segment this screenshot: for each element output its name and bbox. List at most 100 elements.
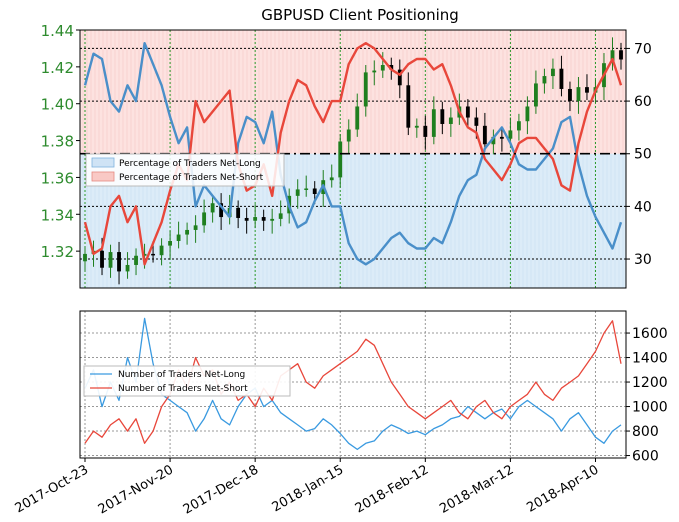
legend-label-net-long: Percentage of Traders Net-Long — [119, 159, 261, 169]
price-candle — [431, 96, 436, 145]
price-tick-label: 1.38 — [41, 133, 74, 151]
candle-body — [389, 65, 394, 70]
date-tick-label: 2018-Apr-10 — [524, 462, 601, 515]
candle-body — [185, 229, 190, 235]
price-candles — [83, 37, 623, 285]
candle-body — [499, 136, 504, 139]
candle-body — [125, 264, 130, 272]
price-candle — [559, 55, 564, 97]
candle-body — [508, 130, 513, 139]
price-candle — [551, 58, 555, 89]
price-candle — [423, 115, 428, 150]
candle-body — [431, 109, 436, 137]
price-candle — [491, 129, 496, 155]
candle-body — [253, 217, 258, 221]
price-tick-label: 1.40 — [41, 96, 74, 114]
price-candle — [380, 52, 385, 78]
price-candle — [525, 96, 530, 135]
price-candle — [610, 37, 615, 71]
price-tick-label: 1.34 — [41, 206, 74, 224]
candle-body — [108, 252, 113, 268]
candle-body — [474, 117, 479, 126]
date-tick-label: 2017-Dec-18 — [181, 462, 261, 517]
price-candle — [534, 70, 538, 114]
price-candle — [244, 207, 249, 234]
candle-body — [117, 252, 121, 272]
percentage-tick-label: 30 — [634, 252, 652, 268]
candle-body — [542, 76, 547, 84]
count-tick-label: 600 — [632, 449, 659, 465]
candle-body — [482, 125, 487, 145]
candle-body — [414, 125, 419, 128]
price-candle — [83, 246, 87, 272]
candle-body — [219, 203, 224, 218]
price-tick-label: 1.36 — [41, 169, 74, 187]
count-tick-label: 1400 — [632, 351, 668, 367]
candle-body — [168, 241, 172, 246]
candle-body — [151, 253, 155, 256]
legend-swatch-net-long — [91, 157, 115, 168]
price-candle — [440, 101, 445, 135]
candle-body — [551, 68, 555, 77]
price-candle — [499, 126, 504, 152]
candle-body — [397, 69, 402, 86]
price-candle — [619, 42, 623, 70]
candle-body — [525, 106, 530, 122]
candle-body — [202, 212, 207, 226]
price-candle — [134, 248, 138, 276]
candle-body — [244, 217, 249, 221]
price-candle — [542, 68, 547, 94]
candle-body — [355, 106, 360, 130]
candle-body — [304, 188, 309, 190]
candle-body — [261, 217, 266, 221]
candle-body — [278, 213, 283, 219]
date-tick-label: 2017-Nov-20 — [96, 462, 176, 517]
legend-label-net-short-count: Number of Traders Net-Short — [118, 384, 248, 394]
price-candle — [125, 252, 130, 279]
top-panel-frame — [79, 29, 627, 289]
candle-body — [134, 255, 138, 265]
price-candle — [363, 65, 368, 117]
price-candle — [568, 81, 572, 112]
candle-body — [193, 225, 198, 230]
percentage-tick-label: 40 — [634, 199, 652, 215]
price-candle — [219, 193, 224, 230]
price-axis: 1.32 1.34 1.36 1.38 1.40 1.42 1.44 — [41, 22, 80, 261]
candle-body — [142, 253, 147, 256]
price-tick-label: 1.32 — [41, 243, 74, 261]
date-tick-label: 2018-Jan-15 — [270, 462, 347, 515]
price-candle — [406, 72, 411, 136]
price-candle — [193, 215, 198, 243]
percentage-axis: 30 40 50 60 70 — [626, 41, 652, 268]
candle-body — [448, 117, 453, 124]
candle-body — [159, 245, 164, 256]
price-candle — [176, 221, 181, 249]
candle-body — [559, 68, 564, 89]
price-candle — [576, 76, 581, 114]
price-tick-label: 1.44 — [41, 22, 74, 40]
date-tick-label: 2018-Mar-12 — [437, 462, 516, 516]
price-candle — [108, 244, 113, 278]
candle-body — [295, 189, 300, 196]
price-candle — [168, 230, 172, 259]
candle-body — [406, 85, 411, 128]
candle-body — [465, 106, 470, 118]
price-candle — [465, 99, 470, 128]
candle-body — [338, 141, 343, 178]
count-tick-label: 1600 — [632, 326, 668, 342]
price-candle — [414, 118, 419, 138]
price-candle — [261, 209, 266, 231]
price-candle — [372, 60, 377, 86]
date-tick-label: 2018-Feb-12 — [353, 462, 432, 516]
chart-title: GBPUSD Client Positioning — [261, 6, 459, 24]
price-candle — [516, 113, 521, 141]
price-candle — [117, 241, 121, 285]
date-tick-label: 2017-Oct-23 — [13, 462, 91, 516]
price-candle — [253, 204, 258, 229]
candle-body — [176, 234, 181, 242]
candle-body — [83, 253, 87, 262]
price-candle — [304, 175, 309, 197]
price-candle — [210, 195, 215, 223]
